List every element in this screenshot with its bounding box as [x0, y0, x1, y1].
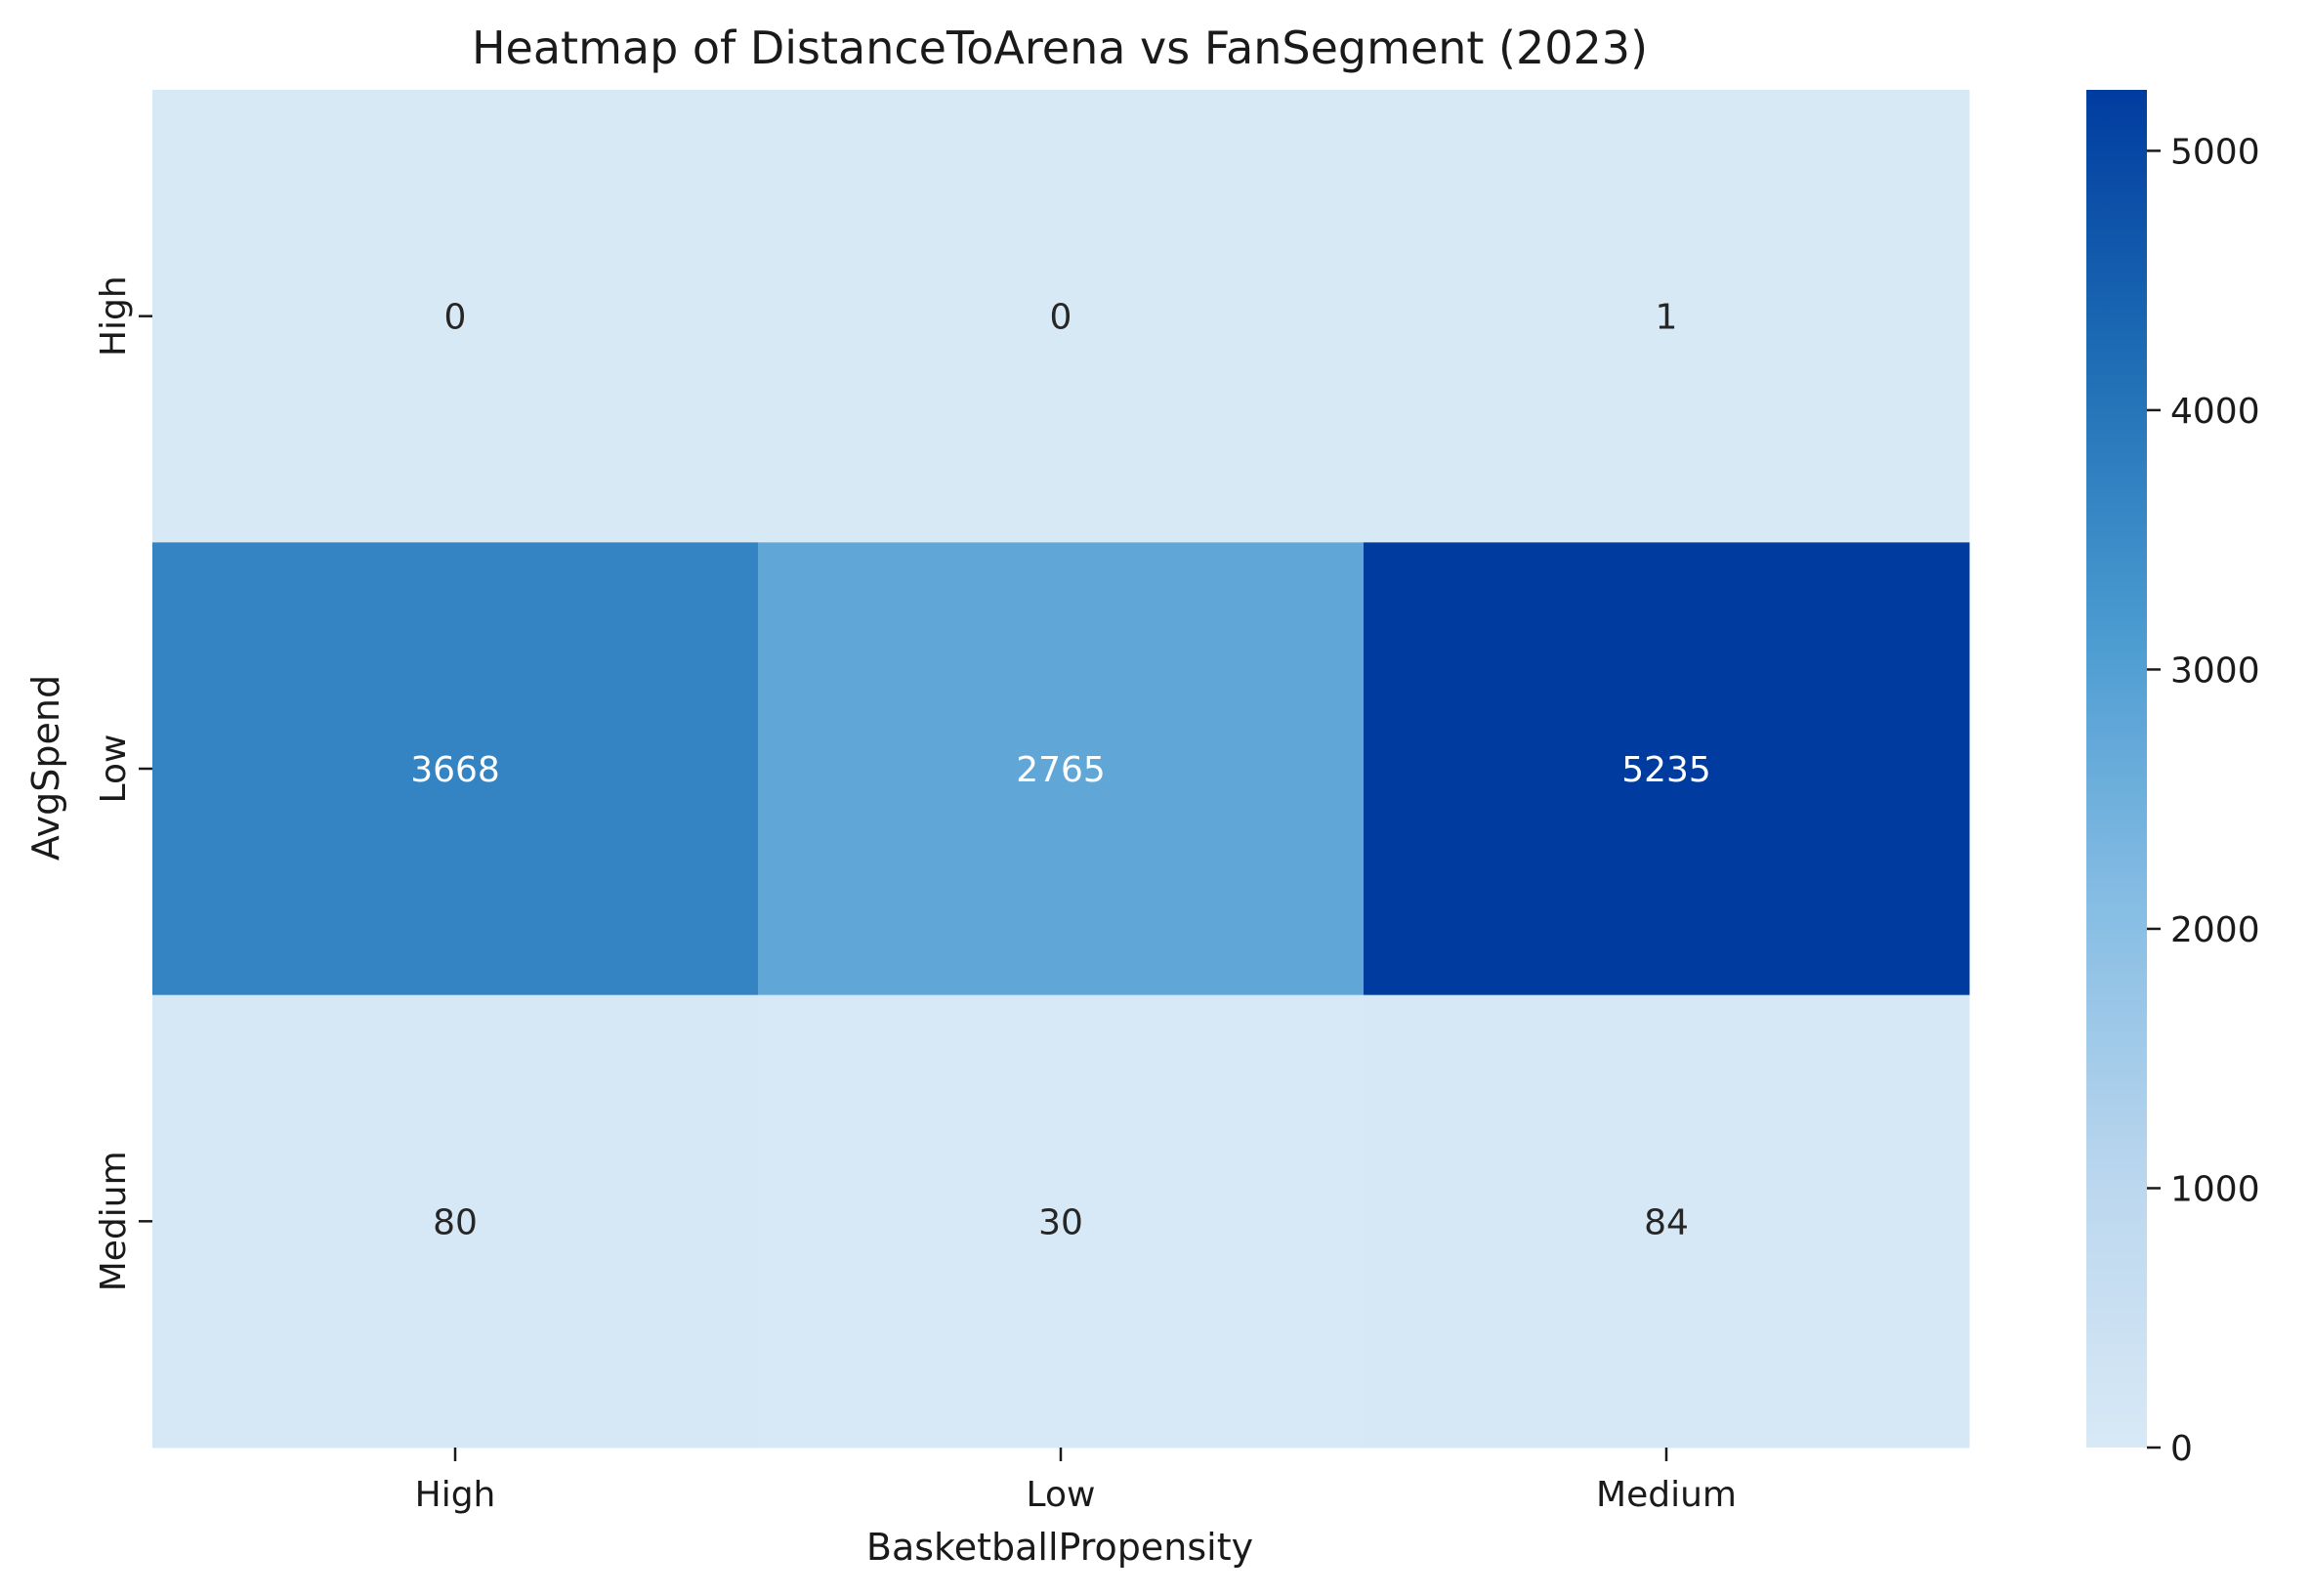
y-tick-label: Medium	[94, 1151, 134, 1291]
colorbar-tick-label: 0	[2170, 1429, 2193, 1469]
cell-value-label: 30	[1038, 1202, 1083, 1242]
cell-value-label: 1	[1656, 298, 1678, 338]
y-axis: High Low Medium	[94, 275, 152, 1291]
y-axis-label: AvgSpend	[24, 675, 67, 861]
heatmap-cell	[758, 994, 1365, 1449]
heatmap-cell	[152, 90, 759, 543]
y-tick-label: High	[94, 275, 134, 357]
colorbar-axis: 0 1000 2000 3000 4000 5000	[2147, 132, 2260, 1469]
x-tick-label: High	[415, 1475, 496, 1515]
heatmap-cell	[152, 994, 759, 1449]
heatmap-cell	[1364, 542, 1970, 996]
y-tick-label: Low	[94, 735, 134, 804]
x-axis: High Low Medium	[415, 1448, 1737, 1515]
chart-title: Heatmap of DistanceToArena vs FanSegment…	[472, 21, 1648, 74]
heatmap-cell	[758, 90, 1365, 543]
x-tick-label: Medium	[1596, 1475, 1737, 1515]
cell-value-label: 0	[1050, 298, 1072, 338]
cell-value-label: 80	[433, 1202, 478, 1242]
colorbar-tick-label: 1000	[2170, 1169, 2260, 1209]
heatmap-cell	[1364, 90, 1970, 543]
cell-value-label: 0	[444, 298, 467, 338]
colorbar-tick-label: 4000	[2170, 392, 2260, 432]
x-tick-label: Low	[1027, 1475, 1096, 1515]
heatmap-cell	[152, 542, 759, 996]
colorbar-tick-label: 2000	[2170, 910, 2260, 950]
colorbar-tick-label: 3000	[2170, 651, 2260, 691]
colorbar	[2086, 90, 2147, 1448]
heatmap-grid: 0 0 1 3668 2765 5235 80 30 84	[152, 90, 1970, 1449]
cell-value-label: 84	[1644, 1202, 1689, 1242]
heatmap-cell	[1364, 994, 1970, 1449]
cell-value-label: 3668	[410, 750, 500, 790]
cell-value-label: 2765	[1016, 750, 1106, 790]
cell-value-label: 5235	[1621, 750, 1711, 790]
heatmap-cell	[758, 542, 1365, 996]
colorbar-tick-label: 5000	[2170, 132, 2260, 172]
x-axis-label: BasketballPropensity	[866, 1526, 1253, 1569]
